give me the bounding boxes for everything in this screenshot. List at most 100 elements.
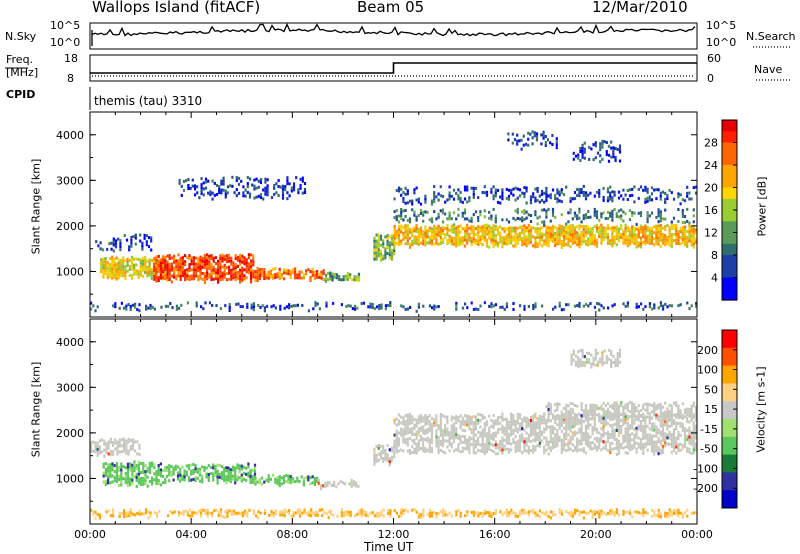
velocity-cell xyxy=(120,471,123,475)
velocity-cell xyxy=(692,427,695,431)
power-cell xyxy=(133,263,136,267)
velocity-cell xyxy=(474,451,478,455)
velocity-cell xyxy=(633,427,636,431)
velocity-cell xyxy=(417,442,420,446)
power-cell xyxy=(538,230,541,234)
power-cell xyxy=(202,181,205,185)
velocity-cell xyxy=(567,433,570,437)
velocity-cell xyxy=(603,361,606,365)
power-cell xyxy=(329,274,332,278)
velocity-cell xyxy=(629,509,632,513)
velocity-cell xyxy=(433,421,436,425)
velocity-cell xyxy=(129,448,132,451)
power-cell xyxy=(620,217,623,221)
velocity-cell xyxy=(123,515,126,518)
power-cell xyxy=(265,276,268,280)
power-cell xyxy=(419,202,423,206)
power-cell xyxy=(532,244,535,248)
velocity-cell xyxy=(114,447,117,451)
power-cell xyxy=(239,280,242,284)
velocity-cell xyxy=(148,467,151,471)
velocity-cell xyxy=(408,430,412,434)
power-cell xyxy=(573,226,577,230)
power-cell xyxy=(536,227,539,230)
velocity-cell xyxy=(534,514,537,518)
velocity-cell xyxy=(279,510,282,514)
power-cell xyxy=(560,240,563,243)
velocity-cell xyxy=(481,441,484,444)
power-cell xyxy=(536,236,539,239)
power-cell xyxy=(220,179,223,183)
velocity-cell xyxy=(468,436,471,440)
power-cell xyxy=(664,237,667,241)
power-cell xyxy=(542,130,545,134)
velocity-cell xyxy=(558,414,561,418)
velocity-cell xyxy=(422,446,425,450)
power-cell xyxy=(609,197,612,201)
velocity-cell xyxy=(216,481,219,485)
power-cell xyxy=(124,268,127,272)
power-cell xyxy=(369,305,372,309)
velocity-cell xyxy=(644,421,647,425)
power-cell xyxy=(170,262,173,266)
velocity-cell xyxy=(444,439,447,443)
power-cell xyxy=(688,224,691,228)
power-cell xyxy=(263,271,266,274)
velocity-cell xyxy=(123,437,126,441)
power-cell xyxy=(523,304,526,308)
velocity-cell xyxy=(686,435,689,438)
velocity-cell xyxy=(450,418,453,422)
power-cell xyxy=(125,304,128,308)
power-cell xyxy=(521,231,524,235)
velocity-cell xyxy=(472,513,475,517)
velocity-cell xyxy=(642,514,645,518)
velocity-cell xyxy=(683,408,687,412)
power-cell xyxy=(193,184,197,188)
velocity-cell xyxy=(422,419,425,423)
power-cell xyxy=(525,229,528,233)
power-cell xyxy=(446,217,449,221)
power-cell xyxy=(470,186,473,190)
power-cell xyxy=(433,224,436,228)
velocity-cell xyxy=(470,437,473,441)
velocity-cell xyxy=(547,402,550,405)
power-cell xyxy=(177,271,180,275)
velocity-cell xyxy=(587,417,590,421)
power-cell xyxy=(573,211,577,215)
velocity-cell xyxy=(580,408,583,412)
velocity-cell xyxy=(472,421,475,425)
velocity-cell xyxy=(617,430,621,434)
power-cell xyxy=(573,214,577,218)
power-cell xyxy=(104,266,107,269)
power-cell xyxy=(243,262,246,266)
velocity-cell xyxy=(411,430,414,434)
velocity-cell xyxy=(481,514,484,518)
velocity-cell xyxy=(657,449,660,453)
power-cell xyxy=(373,245,376,249)
power-cell xyxy=(335,273,339,277)
velocity-cell xyxy=(538,435,541,439)
velocity-cell xyxy=(148,470,151,474)
power-cell xyxy=(377,251,380,255)
velocity-cell xyxy=(503,438,506,442)
power-cell xyxy=(459,230,462,234)
power-cell xyxy=(355,275,358,279)
power-cell xyxy=(113,275,116,279)
power-cell xyxy=(578,216,581,220)
power-cell xyxy=(285,305,288,309)
velocity-cell xyxy=(538,444,541,448)
power-cell xyxy=(492,236,495,240)
power-cell xyxy=(679,227,682,231)
power-cell xyxy=(648,242,651,245)
velocity-cell xyxy=(551,425,555,429)
velocity-cell xyxy=(470,428,473,432)
power-cell xyxy=(692,230,695,234)
power-cell xyxy=(141,241,144,245)
power-cell xyxy=(297,188,300,192)
velocity-cell xyxy=(307,510,310,514)
power-cell xyxy=(225,254,228,258)
power-cell xyxy=(670,220,673,224)
power-cell xyxy=(184,254,187,258)
velocity-cell xyxy=(373,450,376,454)
velocity-cell xyxy=(512,431,515,435)
